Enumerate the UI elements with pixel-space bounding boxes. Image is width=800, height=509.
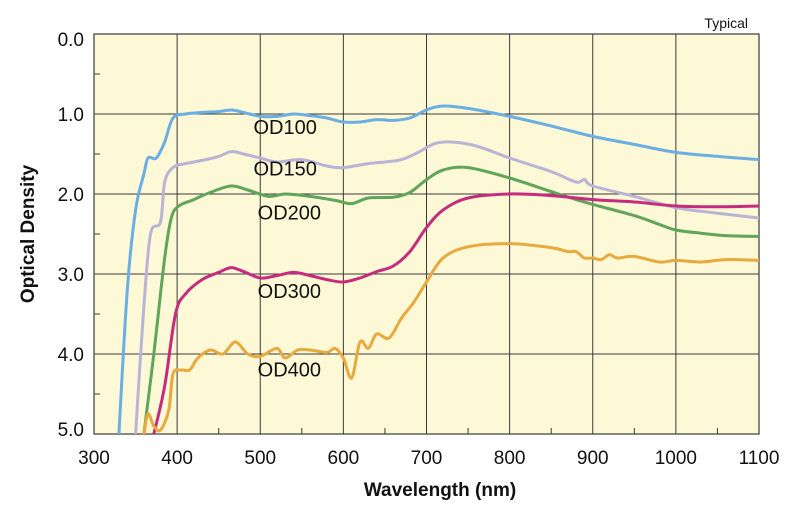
x-tick-label: 1100 — [739, 448, 780, 469]
y-tick-label: 1.0 — [58, 105, 84, 126]
x-tick-label: 500 — [244, 448, 276, 469]
y-tick-label: 0.0 — [58, 30, 84, 51]
typical-note: Typical — [704, 15, 748, 31]
series-line-od300 — [152, 192, 759, 434]
series-line-od150 — [134, 140, 759, 434]
series-line-od100 — [117, 104, 759, 434]
series-label-od300: OD300 — [258, 281, 321, 303]
y-tick-label: 4.0 — [58, 345, 84, 366]
y-tick-label: 5.0 — [58, 420, 84, 441]
x-tick-label: 800 — [494, 448, 526, 469]
x-tick-label: 900 — [577, 448, 609, 469]
y-axis-title: Optical Density — [18, 164, 39, 303]
series-label-od150: OD150 — [254, 159, 317, 181]
series-label-od200: OD200 — [258, 203, 321, 225]
plot-border — [93, 33, 760, 435]
series-label-od100: OD100 — [254, 117, 317, 139]
x-tick-label: 300 — [78, 448, 110, 469]
x-tick-label: 600 — [328, 448, 360, 469]
series-line-od400 — [142, 242, 759, 434]
label-layer: OD100 OD150 OD200 OD300 OD400 — [254, 117, 322, 381]
series-layer — [117, 104, 759, 434]
x-tick-label: 1000 — [655, 448, 697, 469]
series-label-od400: OD400 — [258, 359, 321, 381]
x-axis-title: Wavelength (nm) — [364, 480, 516, 501]
x-tick-label: 700 — [411, 448, 443, 469]
grid-layer: 300 400 500 600 700 800 900 1000 1100 0.0 1.0 2.0 3.… — [58, 30, 780, 469]
series-line-od200 — [142, 165, 759, 434]
y-tick-label: 2.0 — [58, 185, 84, 206]
y-tick-label: 3.0 — [58, 265, 84, 286]
x-tick-label: 400 — [161, 448, 193, 469]
